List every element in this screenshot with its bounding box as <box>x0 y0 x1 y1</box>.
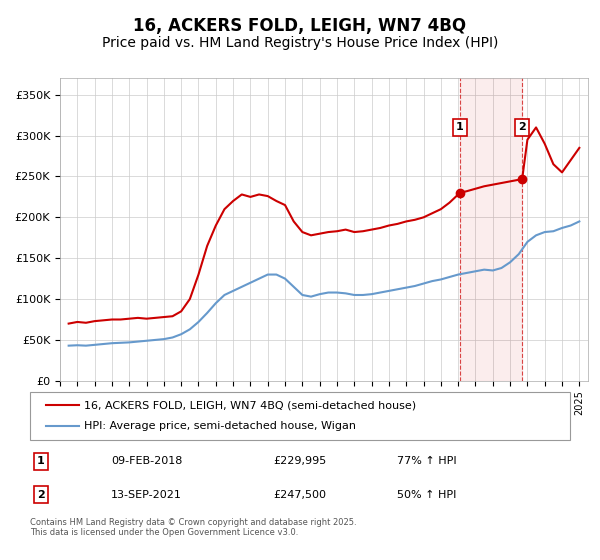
Text: 13-SEP-2021: 13-SEP-2021 <box>111 490 182 500</box>
Text: £247,500: £247,500 <box>273 490 326 500</box>
Text: 2: 2 <box>518 123 526 132</box>
Text: 1: 1 <box>456 123 464 132</box>
Text: 09-FEB-2018: 09-FEB-2018 <box>111 456 182 466</box>
Text: £229,995: £229,995 <box>273 456 326 466</box>
Text: 50% ↑ HPI: 50% ↑ HPI <box>397 490 457 500</box>
Text: HPI: Average price, semi-detached house, Wigan: HPI: Average price, semi-detached house,… <box>84 421 356 431</box>
Text: 16, ACKERS FOLD, LEIGH, WN7 4BQ: 16, ACKERS FOLD, LEIGH, WN7 4BQ <box>133 17 467 35</box>
Text: 1: 1 <box>37 456 44 466</box>
Text: Contains HM Land Registry data © Crown copyright and database right 2025.
This d: Contains HM Land Registry data © Crown c… <box>30 518 356 538</box>
Text: 77% ↑ HPI: 77% ↑ HPI <box>397 456 457 466</box>
Bar <box>460 78 522 381</box>
FancyBboxPatch shape <box>30 392 570 440</box>
Text: 2: 2 <box>37 490 44 500</box>
Text: 16, ACKERS FOLD, LEIGH, WN7 4BQ (semi-detached house): 16, ACKERS FOLD, LEIGH, WN7 4BQ (semi-de… <box>84 400 416 410</box>
Text: Price paid vs. HM Land Registry's House Price Index (HPI): Price paid vs. HM Land Registry's House … <box>102 36 498 50</box>
